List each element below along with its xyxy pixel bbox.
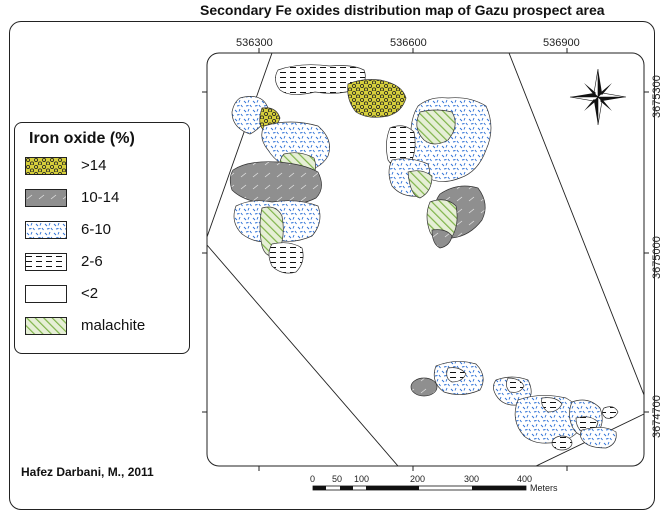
empty-swatch bbox=[25, 285, 67, 303]
x-tick-label: 536900 bbox=[543, 37, 580, 49]
compass-rose-icon bbox=[569, 68, 627, 126]
legend-label: <2 bbox=[81, 285, 99, 302]
y-tick-label: 3675300 bbox=[651, 75, 663, 118]
legend-label: 6-10 bbox=[81, 221, 112, 238]
legend-title: Iron oxide (%) bbox=[29, 130, 135, 147]
legend-label: 10-14 bbox=[81, 189, 120, 206]
scale-label: 0 bbox=[310, 474, 315, 484]
scale-label: 300 bbox=[464, 474, 479, 484]
scale-unit: Meters bbox=[530, 483, 558, 493]
legend-label: >14 bbox=[81, 157, 107, 174]
scale-bar: 0 50 100 200 300 400 Meters bbox=[310, 474, 558, 493]
x-tick-label: 536600 bbox=[390, 37, 427, 49]
scale-label: 400 bbox=[517, 474, 532, 484]
gray-streak-swatch bbox=[25, 189, 67, 207]
scale-label: 200 bbox=[410, 474, 425, 484]
map-frame bbox=[9, 21, 655, 510]
prospect-boundary bbox=[206, 52, 645, 467]
anomaly-zones bbox=[229, 64, 407, 274]
x-tick-label: 536300 bbox=[236, 37, 273, 49]
y-tick-label: 3674700 bbox=[651, 395, 663, 438]
green-hatch-swatch bbox=[25, 317, 67, 335]
black-dash-swatch bbox=[25, 253, 67, 271]
blue-dash-swatch bbox=[25, 221, 67, 239]
honeycomb-yellow-swatch bbox=[25, 157, 67, 175]
legend-label: 2-6 bbox=[81, 253, 103, 270]
scale-label: 100 bbox=[354, 474, 369, 484]
y-tick-label: 3675000 bbox=[651, 236, 663, 279]
legend: Iron oxide (%) >14 10-14 6-10 2-6 <2 bbox=[14, 122, 190, 354]
scale-label: 50 bbox=[332, 474, 342, 484]
map-credit: Hafez Darbani, M., 2011 bbox=[21, 465, 154, 479]
map-title: Secondary Fe oxides distribution map of … bbox=[200, 2, 605, 18]
legend-label: malachite bbox=[81, 317, 146, 334]
